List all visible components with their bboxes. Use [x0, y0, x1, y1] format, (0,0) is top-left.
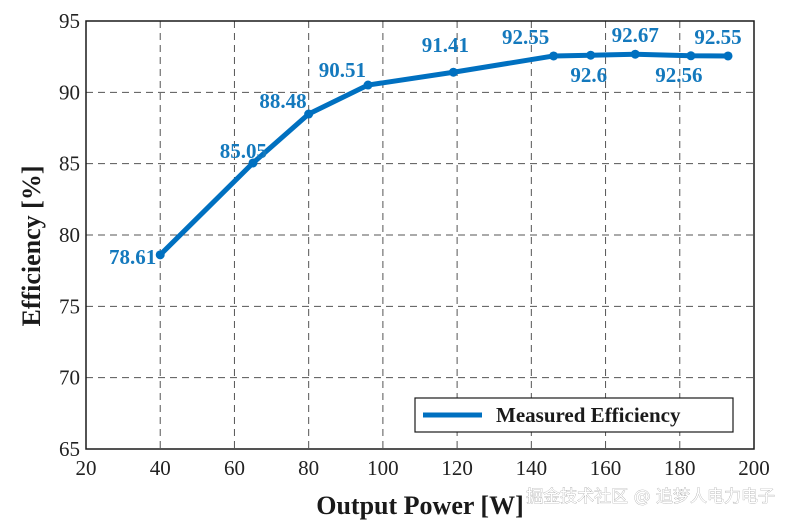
x-tick-label: 180 — [664, 456, 696, 480]
plot-frame — [85, 20, 755, 450]
data-point — [248, 158, 258, 168]
y-axis-label: Efficiency [%] — [17, 165, 46, 326]
y-tick-label: 90 — [59, 80, 80, 104]
data-point — [723, 51, 733, 61]
data-labels: 78.61 85.05 88.48 90.51 91.41 92.55 92.692.67 9… — [109, 23, 742, 269]
y-tick-label: 85 — [59, 152, 80, 176]
data-point — [630, 49, 640, 59]
y-axis-ticks: 65 70 75 80 85 90 95 — [59, 9, 80, 461]
y-tick-label: 65 — [59, 437, 80, 461]
data-label: 92.55 — [694, 25, 741, 49]
data-label: 92.56 — [655, 63, 702, 87]
series-measured-efficiency — [155, 49, 733, 260]
grid-lines — [86, 21, 754, 449]
y-tick-label: 70 — [59, 366, 80, 390]
data-label: 78.61 — [109, 245, 156, 269]
x-tick-label: 160 — [590, 456, 622, 480]
x-tick-label: 80 — [298, 456, 319, 480]
legend: Measured Efficiency — [414, 397, 734, 433]
data-label: 92.6 — [570, 63, 607, 87]
x-tick-label: 140 — [516, 456, 548, 480]
x-axis-ticks: 20 40 60 80 100 120 140 160 180 200 — [76, 456, 770, 480]
x-axis-label: Output Power [W] — [316, 491, 524, 520]
data-label: 92.67 — [612, 23, 659, 47]
watermark: 掘金技术社区 @ 追梦人电力电子 — [526, 487, 775, 507]
legend-label: Measured Efficiency — [496, 403, 681, 427]
data-label: 92.55 — [502, 25, 549, 49]
x-tick-label: 20 — [76, 456, 97, 480]
x-tick-label: 40 — [150, 456, 171, 480]
x-tick-label: 200 — [738, 456, 770, 480]
y-tick-label: 95 — [59, 9, 80, 33]
data-label: 88.48 — [259, 89, 306, 113]
data-label: 85.05 — [220, 139, 267, 163]
data-point — [586, 50, 596, 60]
y-tick-label: 80 — [59, 223, 80, 247]
series-line — [157, 51, 731, 258]
data-point — [448, 67, 458, 77]
data-point — [363, 80, 373, 90]
data-point — [304, 109, 314, 119]
x-tick-label: 120 — [441, 456, 473, 480]
data-label: 90.51 — [319, 58, 366, 82]
x-tick-label: 100 — [367, 456, 399, 480]
x-tick-label: 60 — [224, 456, 245, 480]
data-point — [155, 250, 165, 260]
data-point — [686, 51, 696, 61]
data-point — [549, 51, 559, 61]
y-tick-label: 75 — [59, 294, 80, 318]
data-label: 91.41 — [422, 33, 469, 57]
